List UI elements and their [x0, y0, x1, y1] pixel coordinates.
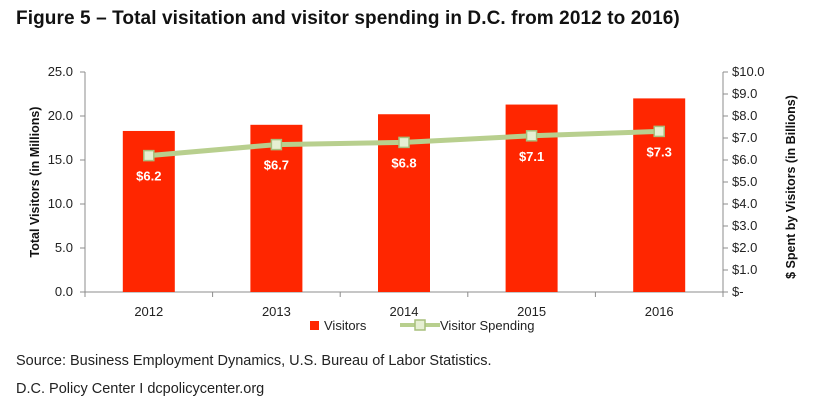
- spending-data-label: $7.1: [519, 149, 544, 164]
- axes: 0.0 5.0 10.0 15.0 20.0 25.0 $- $1.0 $2.0 $3.0 $4.0…: [28, 64, 798, 319]
- right-tick-label: $10.0: [732, 64, 765, 79]
- credit-line: D.C. Policy Center I dcpolicycenter.org: [16, 381, 265, 397]
- x-tick-label: 2015: [517, 304, 546, 319]
- data-labels: $6.2 $6.7 $6.8 $7.1 $7.3: [136, 144, 672, 183]
- right-tick-label: $-: [732, 284, 744, 299]
- left-tick-label: 20.0: [48, 108, 73, 123]
- spending-data-label: $6.2: [136, 169, 161, 184]
- left-tick-label: 15.0: [48, 152, 73, 167]
- x-tick-label: 2016: [645, 304, 674, 319]
- legend-swatch-visitors: [310, 321, 319, 330]
- spending-point-2012: [143, 149, 155, 162]
- left-tick-label: 0.0: [55, 284, 73, 299]
- spending-point-2013: [270, 138, 283, 151]
- x-tick-label: 2012: [134, 304, 163, 319]
- right-tick-label: $9.0: [732, 86, 757, 101]
- legend-label-spending: Visitor Spending: [440, 318, 534, 333]
- spending-point-2015: [525, 130, 538, 142]
- left-axis-title: Total Visitors (in Millions): [28, 107, 42, 258]
- x-tick-label: 2014: [390, 304, 419, 319]
- x-tick-label: 2013: [262, 304, 291, 319]
- combo-chart: 0.0 5.0 10.0 15.0 20.0 25.0 $- $1.0 $2.0 $3.0 $4.0…: [28, 64, 798, 333]
- left-tick-label: 10.0: [48, 196, 73, 211]
- spending-point-2016: [653, 125, 665, 138]
- spending-data-label: $6.7: [264, 158, 289, 173]
- spending-point-2014: [398, 136, 410, 149]
- line-series: [143, 125, 665, 162]
- right-axis-title: $ Spent by Visitors (in Billions): [784, 95, 798, 279]
- left-tick-label: 5.0: [55, 240, 73, 255]
- legend-label-visitors: Visitors: [324, 318, 367, 333]
- legend-marker-spending: [414, 319, 426, 331]
- right-tick-label: $6.0: [732, 152, 757, 167]
- spending-data-label: $6.8: [391, 155, 416, 170]
- left-tick-label: 25.0: [48, 64, 73, 79]
- right-tick-label: $4.0: [732, 196, 757, 211]
- right-tick-label: $8.0: [732, 108, 757, 123]
- bar-series: [122, 98, 686, 293]
- source-note: Source: Business Employment Dynamics, U.…: [16, 353, 492, 369]
- right-tick-label: $3.0: [732, 218, 757, 233]
- right-tick-label: $2.0: [732, 240, 757, 255]
- figure-title: Figure 5 – Total visitation and visitor …: [16, 8, 680, 29]
- right-tick-label: $5.0: [732, 174, 757, 189]
- right-tick-label: $1.0: [732, 262, 757, 277]
- spending-data-label: $7.3: [647, 144, 672, 159]
- right-tick-label: $7.0: [732, 130, 757, 145]
- bar-visitors-2013: [250, 124, 303, 292]
- legend: Visitors Visitor Spending: [310, 318, 534, 333]
